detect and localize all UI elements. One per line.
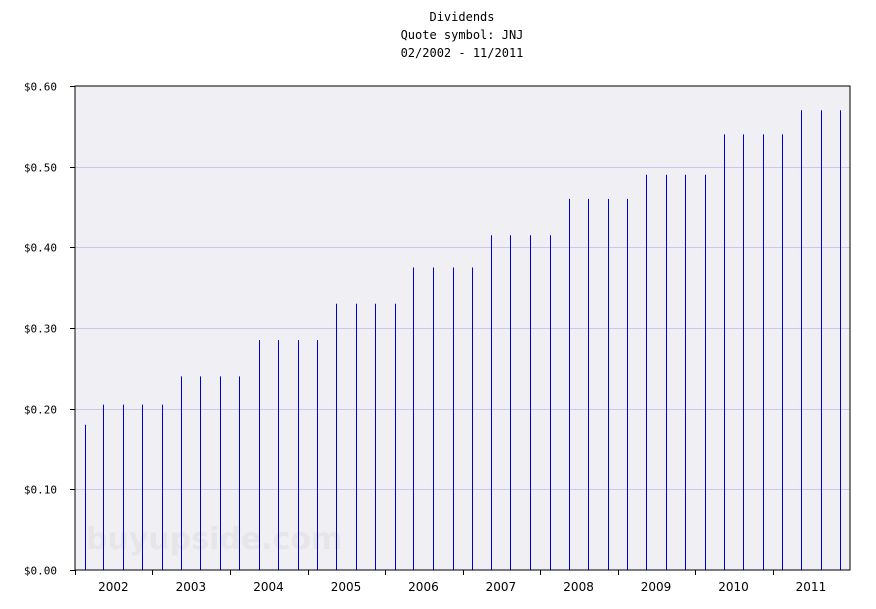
y-tick-label: $0.50 [24,162,57,175]
x-tick-label: 2003 [176,580,207,594]
chart-subtitle: Quote symbol: JNJ [401,28,524,42]
x-tick-label: 2002 [98,580,129,594]
x-axis: 2002 2003 2004 2005 2006 2007 2008 2009 2010 2011 [75,570,827,594]
x-tick-label: 2008 [563,580,594,594]
gridlines [75,167,850,490]
y-axis: $0.00 $0.10 $0.20 $0.30 $0.40 $0.50 $0.60 [24,81,75,578]
x-tick-label: 2009 [641,580,672,594]
y-tick-label: $0.60 [24,81,57,94]
y-tick-label: $0.20 [24,404,57,417]
chart-date-range: 02/2002 - 11/2011 [401,46,524,60]
y-tick-label: $0.30 [24,323,57,336]
x-tick-label: 2004 [253,580,284,594]
chart-title: Dividends [429,10,494,24]
y-tick-label: $0.40 [24,242,57,255]
x-tick-label: 2007 [486,580,517,594]
x-tick-label: 2010 [718,580,749,594]
y-tick-label: $0.10 [24,484,57,497]
bars-group [85,110,841,570]
y-tick-label: $0.00 [24,565,57,578]
x-tick-label: 2011 [796,580,827,594]
x-tick-label: 2005 [331,580,362,594]
x-tick-label: 2006 [408,580,439,594]
watermark: buyupside.com [86,522,342,557]
